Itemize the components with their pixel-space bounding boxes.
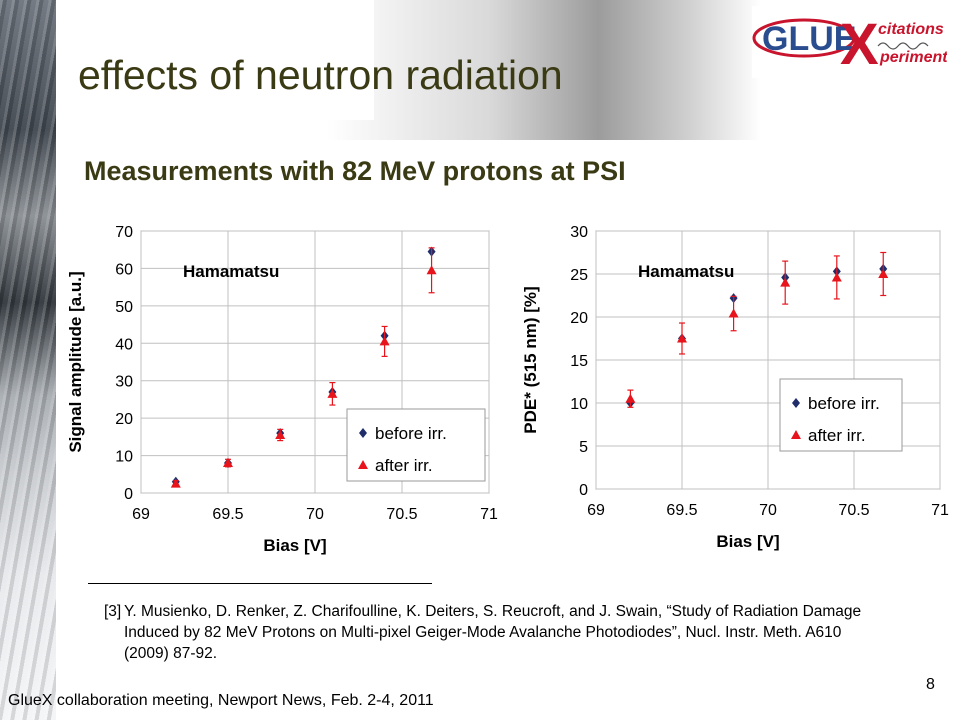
y-tick-label: 10 [570,396,588,413]
y-tick-label: 15 [570,353,588,370]
data-point-after [677,333,687,343]
y-axis-label: Signal amplitude [a.u.] [66,271,85,452]
logo-text-main: GLUE [762,20,856,58]
reference-text: Y. Musienko, D. Renker, Z. Charifoulline… [124,603,862,662]
data-point-after [170,478,181,488]
reference-rule [88,583,432,584]
y-tick-label: 5 [579,439,588,456]
y-tick-label: 20 [570,310,588,327]
chart-pde: 69 69.5 70 70.5 71 0 5 10 15 20 25 30 Bias [V] PDE* (… [520,215,950,575]
page-number: 8 [926,676,935,693]
x-tick-label: 69.5 [212,506,243,523]
legend-marker-before [792,398,800,408]
y-tick-label: 50 [115,299,133,316]
x-tick-label: 69.5 [666,502,697,519]
y-axis-label: PDE* (515 nm) [%] [521,286,540,433]
logo-text-x: X [840,12,879,77]
y-tick-label: 25 [570,267,588,284]
chart-svg: 69 69.5 70 70.5 71 0 5 10 15 20 25 30 Bias [V] PDE* (… [521,224,949,551]
x-tick-label: 69 [132,506,150,523]
legend-box [346,408,486,482]
data-point-after [625,393,636,403]
chart-signal-amplitude: 69 69.5 70 70.5 71 0 10 20 30 40 50 60 70 Bias [V] Sig… [65,215,505,575]
x-tick-label: 70 [306,506,324,523]
gluex-logo-graphic: GLUE X citations periment [752,12,948,77]
legend-marker-before [359,428,367,438]
data-point-after [831,272,842,282]
y-tick-label: 40 [115,336,133,353]
footer-text: GlueX collaboration meeting, Newport New… [8,692,434,709]
gluex-logo: GLUE X citations periment [752,6,948,78]
slide-subtitle: Measurements with 82 MeV protons at PSI [84,156,626,186]
background-photo [0,0,56,720]
y-tick-label: 0 [124,486,133,503]
x-tick-label: 70 [759,502,777,519]
data-point-after [780,277,791,287]
y-tick-label: 30 [115,374,133,391]
chart-annotation: Hamamatsu [183,262,279,281]
reference-number: [3] [104,603,122,620]
legend-label: after irr. [808,426,866,445]
legend-marker-after [791,430,801,439]
x-tick-label: 70.5 [386,506,417,523]
x-axis-label: Bias [V] [263,536,326,555]
y-tick-label: 60 [115,261,133,278]
data-point-after [728,308,739,318]
y-tick-label: 70 [115,224,133,241]
logo-text-top: citations [878,21,944,38]
data-point-after [327,388,338,398]
y-tick-label: 0 [579,482,588,499]
data-point-after [275,429,286,439]
x-tick-label: 70.5 [838,502,869,519]
data-point-after [223,458,233,468]
legend-label: before irr. [808,394,880,413]
legend-marker-after [358,460,368,469]
data-point-after [379,336,390,346]
x-axis-label: Bias [V] [716,532,779,551]
y-tick-label: 30 [570,224,588,241]
chart-svg: 69 69.5 70 70.5 71 0 10 20 30 40 50 60 70 Bias [V] Sig… [66,224,498,555]
x-tick-label: 71 [931,502,949,519]
legend-label: before irr. [375,424,447,443]
y-tick-label: 20 [115,411,133,428]
slide-title: effects of neutron radiation [78,52,563,98]
x-tick-label: 69 [587,502,605,519]
title-box [56,0,374,120]
reference: [3] Y. Musienko, D. Renker, Z. Charifoul… [104,601,864,664]
y-tick-label: 10 [115,449,133,466]
chart-annotation: Hamamatsu [638,262,734,281]
x-tick-label: 71 [480,506,498,523]
data-point-after [878,269,889,278]
legend-label: after irr. [375,456,433,475]
logo-text-bottom: periment [879,49,947,66]
data-point-after [426,265,437,275]
